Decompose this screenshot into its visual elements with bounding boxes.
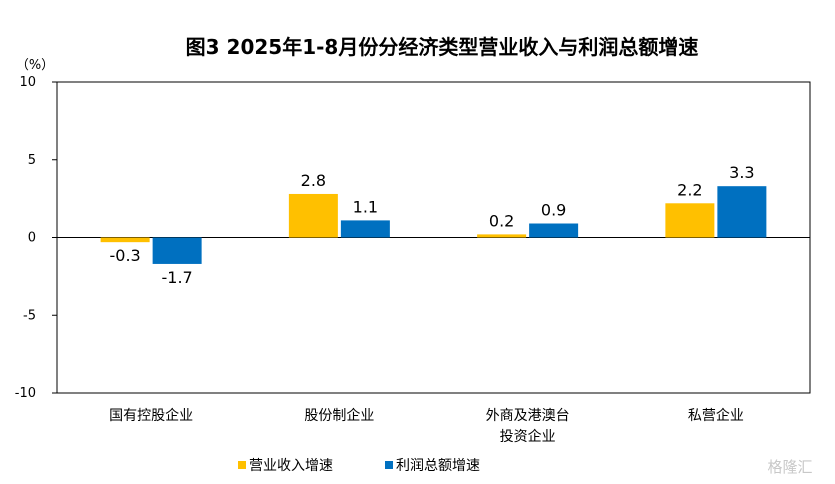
- category-label: 外商及港澳台: [486, 408, 570, 424]
- data-label: 1.1: [353, 197, 378, 216]
- data-label: 2.2: [677, 180, 702, 199]
- chart-title: 图3 2025年1-8月份分经济类型营业收入与利润总额增速: [186, 35, 699, 59]
- watermark-text: 格隆汇: [767, 458, 812, 476]
- bar-revenue: [665, 203, 715, 238]
- category-label: 国有控股企业: [109, 407, 193, 424]
- data-label: -1.7: [162, 268, 193, 287]
- data-label: 3.3: [729, 163, 754, 182]
- y-tick-label: 5: [28, 153, 36, 168]
- category-label: 股份制企业: [304, 407, 374, 424]
- bar-profit: [717, 186, 767, 238]
- bars-group: [100, 186, 767, 264]
- y-axis-ticks: 10 5 0 -5 -10: [15, 75, 57, 401]
- bar-profit: [152, 237, 202, 264]
- bar-revenue: [100, 237, 150, 243]
- bar-profit: [340, 220, 390, 238]
- legend-label: 营业收入增速: [249, 458, 333, 474]
- bar-revenue: [288, 193, 338, 238]
- data-label: -0.3: [110, 246, 141, 265]
- data-labels-group: -0.3 -1.7 2.8 1.1 0.2 0.9 2.2 3.3: [110, 163, 755, 287]
- legend-swatch: [385, 461, 393, 469]
- y-axis-label: （%）: [16, 58, 54, 73]
- category-label: 私营企业: [688, 407, 744, 424]
- y-tick-label: 10: [19, 75, 36, 90]
- data-label: 0.2: [489, 211, 514, 230]
- y-tick-label: -5: [23, 308, 36, 323]
- y-tick-label: 0: [28, 231, 36, 246]
- y-tick-label: -10: [15, 386, 36, 401]
- legend-label: 利润总额增速: [396, 458, 480, 474]
- data-label: 2.8: [301, 171, 326, 190]
- legend-swatch: [238, 461, 246, 469]
- data-label: 0.9: [541, 201, 566, 220]
- category-label: 投资企业: [500, 428, 556, 445]
- bar-revenue: [477, 234, 527, 238]
- bar-profit: [529, 223, 579, 238]
- legend: 营业收入增速 利润总额增速: [238, 458, 480, 474]
